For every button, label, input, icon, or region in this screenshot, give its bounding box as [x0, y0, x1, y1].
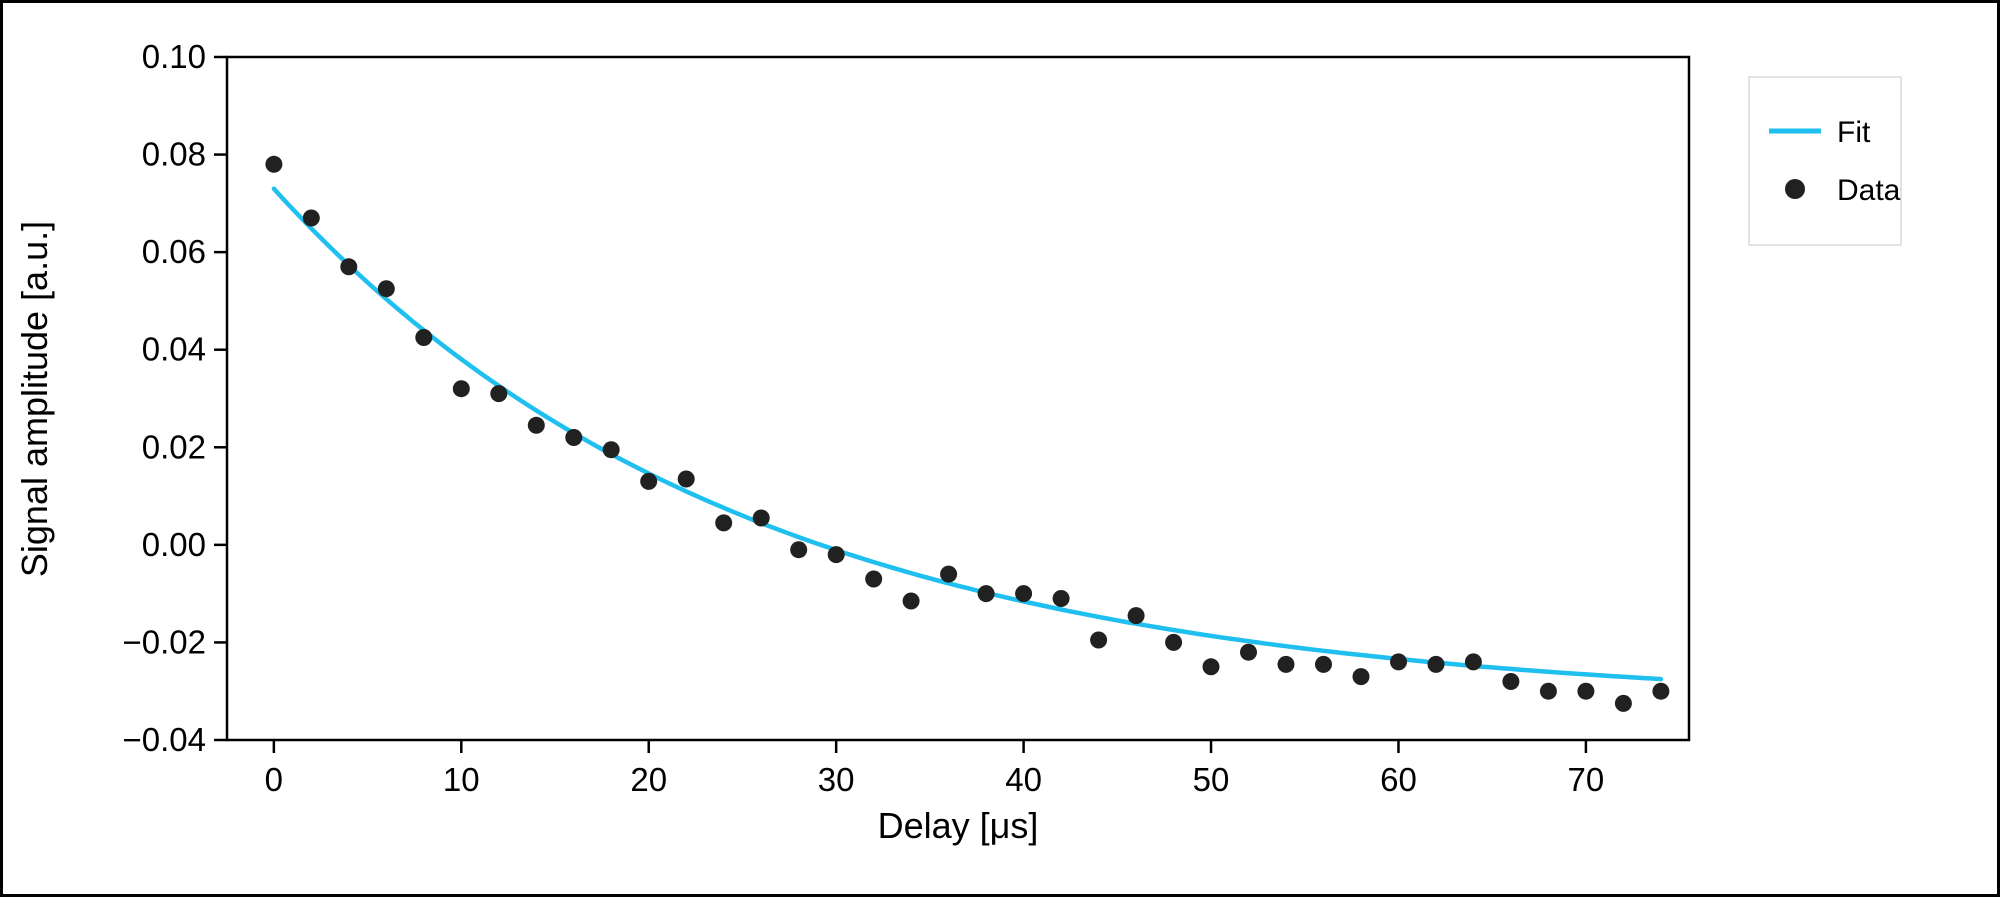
legend-data-marker — [1785, 179, 1805, 199]
legend: Fit Data — [1748, 76, 1902, 246]
data-point — [415, 329, 433, 346]
legend-fit-label: Fit — [1837, 116, 1871, 149]
fit-line-group — [271, 186, 1664, 682]
y-tick-label: 0.08 — [142, 136, 206, 173]
data-point — [1352, 668, 1370, 686]
data-point — [1090, 631, 1108, 649]
y-tick-label: −0.02 — [123, 623, 207, 660]
legend-data-label: Data — [1837, 174, 1901, 207]
x-tick-label: 20 — [630, 761, 667, 798]
legend-box — [1748, 76, 1902, 246]
chart-svg: 0 10 20 30 40 50 60 70 −0.04 −0.02 0.00 0.02 0.04 0.0… — [14, 38, 1902, 846]
y-tick-label: 0.06 — [142, 233, 206, 270]
data-point — [865, 570, 883, 588]
data-point — [1652, 682, 1670, 700]
data-point — [340, 258, 358, 276]
x-tick-label: 50 — [1193, 761, 1230, 798]
data-point — [640, 472, 658, 490]
x-tick-label: 10 — [443, 761, 480, 798]
fit-line — [271, 186, 1664, 682]
x-tick-label: 60 — [1380, 761, 1417, 798]
data-point — [1240, 643, 1257, 661]
data-point — [1052, 590, 1070, 607]
data-point — [527, 416, 545, 434]
data-point — [565, 429, 583, 446]
y-tick-label: 0.10 — [142, 38, 206, 75]
x-tick-label: 0 — [265, 761, 283, 798]
data-point — [1015, 585, 1033, 603]
data-point — [827, 546, 845, 564]
data-point — [977, 585, 995, 603]
data-point — [1165, 633, 1183, 651]
data-point — [1127, 607, 1145, 625]
axes-group — [214, 55, 1691, 753]
data-point — [1464, 653, 1482, 671]
data-point — [302, 209, 320, 227]
x-tick-label: 70 — [1568, 761, 1605, 798]
data-points-group — [265, 155, 1670, 712]
data-point — [1277, 655, 1295, 673]
data-point — [452, 380, 470, 398]
y-axis-label: Signal amplitude [a.u.] — [14, 221, 55, 577]
data-point — [940, 565, 958, 583]
x-axis-label: Delay [μs] — [878, 805, 1039, 846]
data-point — [1502, 673, 1520, 690]
tick-labels-group: 0 10 20 30 40 50 60 70 −0.04 −0.02 0.00 0.02 0.04 0.0… — [123, 38, 1605, 798]
data-point — [1315, 655, 1332, 673]
y-tick-label: 0.02 — [142, 428, 206, 465]
data-point — [265, 155, 283, 173]
data-point — [1390, 653, 1407, 671]
data-point — [1202, 658, 1220, 676]
data-point — [377, 280, 395, 298]
data-point — [1614, 694, 1632, 712]
plot-frame — [225, 55, 1691, 742]
data-point — [677, 470, 695, 488]
y-tick-label: 0.00 — [142, 526, 206, 563]
data-point — [1577, 682, 1595, 700]
x-tick-label: 30 — [818, 761, 855, 798]
data-point — [902, 592, 920, 610]
x-tick-label: 40 — [1005, 761, 1042, 798]
data-point — [790, 541, 808, 559]
data-point — [1427, 655, 1445, 673]
y-tick-label: −0.04 — [123, 721, 207, 758]
data-point — [1539, 682, 1557, 700]
data-point — [490, 385, 508, 403]
data-point — [715, 514, 733, 532]
y-tick-label: 0.04 — [142, 331, 206, 368]
data-point — [752, 509, 770, 527]
data-point — [602, 441, 620, 459]
